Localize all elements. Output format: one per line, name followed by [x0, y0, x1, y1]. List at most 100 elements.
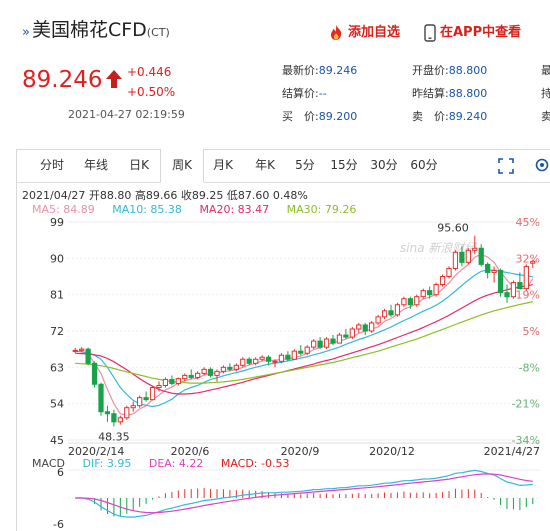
candle-body — [381, 310, 388, 318]
double-arrow-icon: » — [22, 25, 30, 40]
ma10-legend: MA10: 85.38 — [112, 203, 182, 216]
ma5-legend: MA5: 84.89 — [32, 203, 95, 216]
x-tick-label: 2020/12 — [369, 445, 415, 458]
tab-30min[interactable]: 30分 — [370, 158, 398, 172]
moving-average-lines — [75, 253, 534, 416]
candle-body — [497, 269, 504, 294]
price-change-percent: +0.50% — [127, 85, 176, 99]
macd-panel — [75, 469, 534, 518]
candle-body — [104, 411, 111, 415]
quote-field-prev-settlement: 昨结算:88.800 — [412, 87, 488, 100]
candle-body — [375, 316, 381, 324]
candle-body — [169, 378, 175, 384]
dea-legend: DEA: 4.22 — [148, 457, 204, 470]
candle-body — [491, 269, 497, 273]
ma30-line — [75, 301, 533, 384]
candle-body — [253, 358, 259, 364]
candle-body — [137, 397, 143, 407]
candlesticks — [72, 235, 536, 427]
tab-year-line[interactable]: 年线 — [83, 158, 108, 172]
candle-body — [369, 322, 375, 332]
macd-title: MACD — [32, 457, 65, 470]
tab-yearly-k[interactable]: 年K — [255, 158, 275, 172]
candle-body — [407, 298, 413, 306]
tab-monthly-k[interactable]: 月K — [213, 158, 233, 172]
y-tick-label: 54 — [50, 398, 64, 411]
tab-15min[interactable]: 15分 — [330, 158, 358, 172]
low-annotation: 48.35 — [98, 430, 130, 443]
candle-body — [485, 263, 491, 273]
axis-labels: 99 45% 90 32% 81 19% 72 5% 63 -8% 54 -21% 45 -34% 95.6… — [50, 216, 540, 530]
x-tick-label: 2020/2/14 — [68, 445, 124, 458]
instrument-name: 美国棉花CFD — [31, 19, 147, 41]
candle-body — [91, 362, 98, 385]
quote-field-bid: 买 价:89.200 — [282, 110, 358, 123]
candle-body — [388, 310, 394, 316]
x-tick-label: 2020/6 — [171, 445, 210, 458]
open-in-app-button[interactable]: 在APP中查看 — [424, 21, 521, 42]
candle-body — [175, 378, 181, 384]
candle-body — [149, 387, 156, 401]
bar-close: 89.25 — [191, 189, 224, 202]
candle-body — [439, 276, 446, 286]
y-tick-label: 90 — [50, 252, 64, 265]
quote-field-cutoff-3: 卖 — [541, 110, 550, 123]
y-tick-label: 72 — [50, 325, 64, 338]
candle-body — [111, 413, 117, 423]
candle-body — [472, 247, 478, 251]
candle-body — [401, 298, 407, 306]
percent-tick-label: -34% — [512, 434, 540, 447]
percent-tick-label: -8% — [519, 361, 540, 374]
quote-field-latest: 最新价:89.246 — [282, 64, 358, 77]
ma-legend: MA5: 84.89 MA10: 85.38 MA20: 83.47 MA30:… — [32, 203, 370, 216]
last-price: 89.246 — [22, 67, 103, 93]
candle-body — [195, 372, 201, 378]
quote-field-settlement: 结算价:-- — [282, 87, 327, 100]
candle-body — [530, 260, 536, 264]
candle-body — [130, 405, 136, 409]
candle-body — [330, 338, 336, 344]
chart-panel — [16, 149, 550, 531]
y-tick-label: 81 — [50, 289, 64, 302]
instrument-title: » 美国棉花CFD(CT) — [22, 15, 170, 42]
bar-low: 87.60 — [237, 189, 270, 202]
candle-body — [240, 358, 246, 366]
high-annotation: 95.60 — [437, 222, 469, 235]
tab-daily-k[interactable]: 日K — [129, 158, 149, 172]
watermark: sina 新浪财经 — [400, 241, 478, 255]
percent-tick-label: 45% — [516, 216, 540, 229]
ma20-line — [75, 284, 533, 395]
ma30-legend: MA30: 79.26 — [286, 203, 357, 216]
fullscreen-icon[interactable] — [498, 158, 514, 174]
settings-icon[interactable] — [534, 156, 550, 174]
candle-body — [478, 247, 484, 265]
quote-field-ask: 卖 价:89.240 — [412, 110, 488, 123]
macd-tick-bottom: -6 — [53, 518, 64, 530]
ma20-legend: MA20: 83.47 — [199, 203, 270, 216]
ma10-line — [75, 269, 533, 408]
tab-60min[interactable]: 60分 — [410, 158, 438, 172]
candle-body — [298, 350, 304, 354]
percent-tick-label: 5% — [523, 325, 540, 338]
candle-body — [246, 358, 252, 364]
add-favorite-button[interactable]: 添加自选 — [328, 21, 400, 41]
quote-timestamp: 2021-04-27 02:19:59 — [68, 108, 185, 121]
percent-tick-label: 19% — [516, 289, 540, 302]
candle-body — [336, 334, 343, 344]
open-in-app-label: 在APP中查看 — [440, 25, 522, 40]
candle-body — [72, 349, 78, 352]
candle-body — [304, 346, 310, 354]
candle-body — [79, 348, 85, 351]
tab-weekly-k[interactable]: 周K — [160, 149, 204, 183]
candle-body — [356, 324, 362, 330]
candle-body — [85, 348, 91, 364]
percent-tick-label: 32% — [516, 252, 540, 265]
candle-body — [459, 251, 465, 263]
period-tabs: 分时 年线 日K 周K 月K 年K 5分 15分 30分 60分 — [16, 149, 550, 183]
tab-5min[interactable]: 5分 — [295, 158, 315, 172]
candle-body — [162, 378, 169, 387]
candle-body — [465, 249, 471, 263]
tab-intraday[interactable]: 分时 — [39, 158, 64, 172]
candle-body — [394, 304, 401, 316]
